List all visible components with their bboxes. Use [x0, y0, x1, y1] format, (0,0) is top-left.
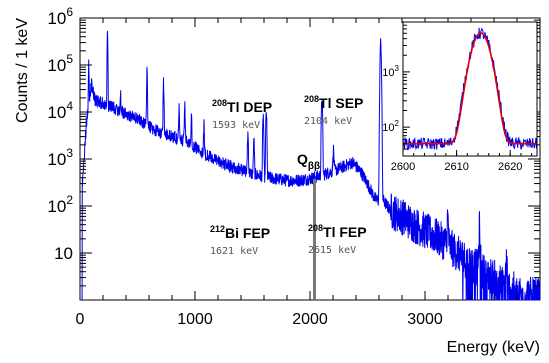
peak-label-isotope: 208	[304, 94, 319, 104]
inset-x-tick-label: 2610	[444, 161, 468, 173]
peak-label: 212Bi FEP	[210, 224, 270, 241]
peak-label-text: Tl FEP	[323, 224, 367, 240]
peak-energy-label: 1593 keV	[212, 120, 260, 131]
x-tick-label: 3000	[407, 311, 443, 328]
inset-fit-curve	[403, 32, 537, 145]
x-axis-title: Energy (keV)	[447, 339, 540, 356]
y-tick-label-mantissa: 10	[47, 103, 66, 122]
inset-y-tick-label: 103	[382, 64, 399, 79]
y-tick-label-exponent: 5	[66, 52, 73, 66]
main-spectrum-layer	[79, 30, 541, 301]
y-tick-label-mantissa: 10	[54, 244, 73, 263]
qbb-label-sub: ββ	[308, 161, 320, 172]
peak-label: 208Tl SEP	[304, 94, 363, 111]
y-tick-label: 104	[47, 99, 73, 122]
peak-label-isotope: 208	[212, 98, 227, 108]
inset-background	[403, 22, 537, 156]
x-tick-label: 1000	[177, 311, 213, 328]
inset-x-tick-label: 2620	[498, 161, 522, 173]
y-axis-title: Counts / 1 keV	[14, 18, 31, 123]
y-tick-label-exponent: 2	[66, 193, 73, 207]
inset-y-tick-label-mantissa: 10	[382, 122, 394, 134]
y-tick-label: 102	[47, 193, 73, 216]
inset-series-layer	[402, 27, 538, 151]
inset-y-tick-label-mantissa: 10	[382, 67, 394, 79]
peak-label-isotope: 208	[308, 223, 323, 233]
y-tick-label-mantissa: 10	[47, 150, 66, 169]
y-tick-label: 106	[47, 5, 73, 28]
qbb-label-main: Q	[297, 151, 308, 167]
inset-y-tick-label-exponent: 3	[395, 64, 400, 73]
peak-energy-label: 2615 keV	[308, 245, 356, 256]
x-tick-label: 0	[76, 311, 85, 328]
y-tick-label-mantissa: 10	[47, 9, 66, 28]
inset-y-tick-label-exponent: 2	[395, 119, 400, 128]
y-tick-label: 103	[47, 146, 73, 169]
qbb-label: Qββ	[297, 151, 320, 172]
y-tick-label-exponent: 4	[66, 99, 73, 113]
y-tick-label-exponent: 3	[66, 146, 73, 160]
peak-label-isotope: 212	[210, 224, 225, 234]
peak-label-text: Bi FEP	[225, 225, 270, 241]
y-tick-label: 105	[47, 52, 73, 75]
x-tick-label: 2000	[292, 311, 328, 328]
y-tick-label-mantissa: 10	[47, 56, 66, 75]
peak-label: 208Tl FEP	[308, 223, 367, 240]
spectrum-line	[79, 30, 541, 301]
y-tick-label-mantissa: 10	[47, 197, 66, 216]
inset-data-line	[402, 27, 538, 151]
inset-x-tick-label: 2600	[391, 161, 415, 173]
peak-label-text: Tl SEP	[319, 95, 363, 111]
peak-energy-label: 2104 keV	[304, 116, 352, 127]
peak-label: 208Tl DEP	[212, 98, 272, 115]
y-tick-label-exponent: 6	[66, 5, 73, 19]
y-tick-label: 10	[54, 244, 73, 263]
peak-label-text: Tl DEP	[227, 99, 272, 115]
inset-y-tick-label: 102	[382, 119, 399, 134]
peak-energy-label: 1621 keV	[210, 246, 258, 257]
